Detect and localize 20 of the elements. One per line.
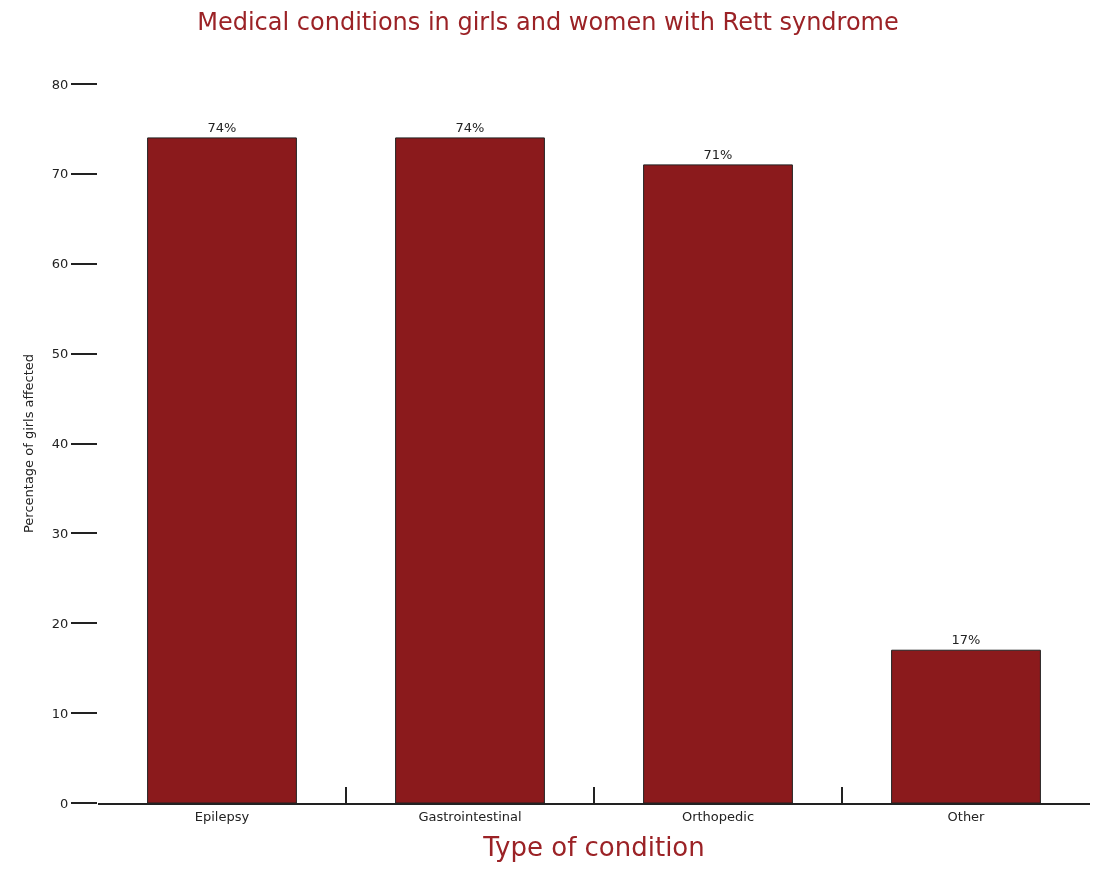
data-label: 74%	[207, 119, 237, 135]
data-label: 17%	[951, 632, 981, 648]
x-tick-label: Epilepsy	[194, 808, 250, 824]
data-label: 74%	[455, 119, 485, 135]
x-tick-label: Other	[947, 808, 986, 824]
y-tick-label: 80	[51, 76, 69, 92]
y-tick-label: 30	[51, 525, 69, 541]
chart-title: Medical conditions in girls and women with Rett syndrome	[197, 8, 899, 37]
y-tick-label: 10	[51, 705, 69, 721]
y-axis-title: Percentage of girls affected	[20, 353, 36, 534]
y-tick-label: 50	[51, 346, 69, 362]
y-tick-label: 0	[60, 795, 69, 811]
x-tick-label: Orthopedic	[681, 808, 755, 824]
y-tick-label: 60	[51, 256, 69, 272]
x-axis-title: Type of condition	[482, 831, 705, 862]
y-tick-label: 40	[51, 436, 69, 452]
y-tick-label: 20	[51, 615, 69, 631]
x-tick-label: Gastrointestinal	[418, 808, 522, 824]
data-label: 71%	[703, 146, 733, 162]
y-tick-label: 70	[51, 166, 69, 182]
